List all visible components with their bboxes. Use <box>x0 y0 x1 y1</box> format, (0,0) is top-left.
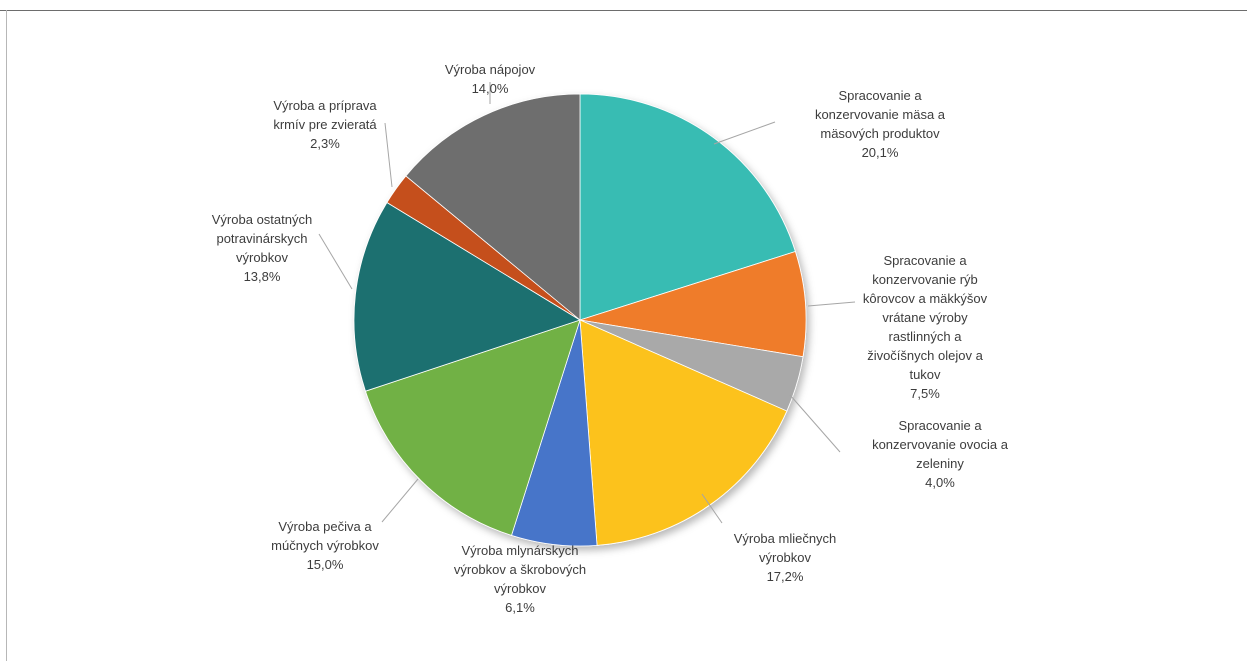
leader-line-2 <box>807 301 856 307</box>
pie-slice-4 <box>579 319 788 546</box>
leader-line-1 <box>713 121 776 145</box>
slice-label-line: Výroba a príprava <box>273 98 377 113</box>
slice-percent: 14,0% <box>472 81 509 96</box>
slice-label-5: Výroba mlynárskych výrobkov a škrobových v… <box>454 543 586 615</box>
slice-label-line: múčnych výrobkov <box>271 538 379 553</box>
leader-line-7 <box>318 233 353 290</box>
slice-label-line: Výroba mlynárskych <box>461 543 578 558</box>
slice-label-line: Výroba ostatných <box>212 212 312 227</box>
slice-label-line: potravinárskych <box>216 231 307 246</box>
slice-label-line: rastlinných a <box>889 329 963 344</box>
leader-line-6 <box>381 478 419 523</box>
slice-label-line: vrátane výroby <box>882 310 968 325</box>
slice-label-9: Výroba nápojov 14,0% <box>445 62 536 96</box>
slice-label-line: konzervovanie mäsa a <box>815 107 946 122</box>
slice-label-8: Výroba a príprava krmív pre zvieratá 2,3% <box>273 98 377 151</box>
slice-label-line: výrobkov <box>236 250 289 265</box>
slice-label-line: kôrovcov a mäkkýšov <box>863 291 988 306</box>
pie-slice-1 <box>579 93 796 321</box>
leader-line-8 <box>384 122 393 188</box>
slice-label-line: Výroba nápojov <box>445 62 536 77</box>
slice-label-6: Výroba pečiva a múčnych výrobkov 15,0% <box>271 519 379 572</box>
slice-label-line: živočíšnych olejov a <box>867 348 983 363</box>
slice-label-line: zeleniny <box>916 456 964 471</box>
slice-label-line: Výroba pečiva a <box>278 519 372 534</box>
slice-label-line: Spracovanie a <box>838 88 922 103</box>
slice-label-2: Spracovanie a konzervovanie rýb kôrovcov a… <box>863 253 988 401</box>
slice-label-line: Spracovanie a <box>898 418 982 433</box>
leader-line-4 <box>701 493 723 524</box>
slice-percent: 15,0% <box>307 557 344 572</box>
slice-label-line: výrobkov a škrobových <box>454 562 586 577</box>
slice-label-3: Spracovanie a konzervovanie ovocia a zelen… <box>872 418 1009 490</box>
pie-slices <box>353 93 807 547</box>
slice-label-7: Výroba ostatných potravinárskych výrobkov 1… <box>212 212 312 284</box>
slice-percent: 2,3% <box>310 136 340 151</box>
slice-label-line: výrobkov <box>759 550 812 565</box>
slice-percent: 20,1% <box>862 145 899 160</box>
slice-percent: 17,2% <box>767 569 804 584</box>
slice-label-line: konzervovanie rýb <box>872 272 978 287</box>
frame-left-border <box>6 10 7 661</box>
slice-percent: 6,1% <box>505 600 535 615</box>
pie-slice-7 <box>353 201 581 392</box>
frame-top-border <box>0 10 1247 11</box>
slice-label-line: Výroba mliečnych <box>734 531 837 546</box>
slice-percent: 7,5% <box>910 386 940 401</box>
slice-percent: 4,0% <box>925 475 955 490</box>
slice-label-line: tukov <box>909 367 941 382</box>
slice-percent: 13,8% <box>244 269 281 284</box>
slice-label-4: Výroba mliečnych výrobkov 17,2% <box>734 531 837 584</box>
pie-slice-2 <box>579 251 807 358</box>
slice-label-line: Spracovanie a <box>883 253 967 268</box>
leader-line-3 <box>789 394 841 453</box>
slice-label-line: krmív pre zvieratá <box>273 117 377 132</box>
pie-slice-9 <box>405 93 581 321</box>
pie-slice-6 <box>364 319 581 536</box>
slice-label-line: mäsových produktov <box>820 126 940 141</box>
slice-label-1: Spracovanie a konzervovanie mäsa a mäsovýc… <box>815 88 946 160</box>
slice-label-line: výrobkov <box>494 581 547 596</box>
slice-label-line: konzervovanie ovocia a <box>872 437 1009 452</box>
